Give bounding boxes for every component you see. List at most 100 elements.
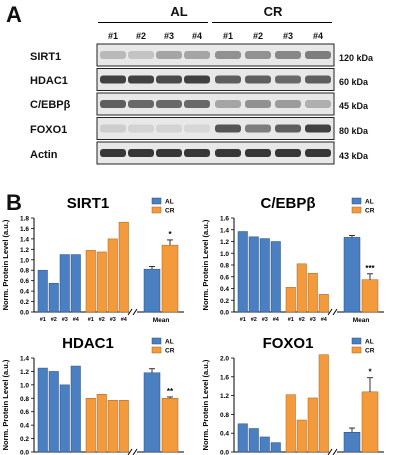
bar-al [37, 269, 48, 313]
blot-band [184, 100, 210, 108]
blot-band [275, 124, 301, 133]
bar-al [70, 254, 81, 313]
blot-band [245, 124, 271, 133]
bar-al [48, 371, 59, 453]
y-tick-label: 0.6 [20, 278, 29, 285]
y-tick-label: 1.6 [220, 216, 229, 223]
blot-band [275, 100, 301, 108]
legend-label-cr: CR [365, 348, 375, 355]
cr-group-bracket [212, 22, 332, 23]
axis-break [132, 448, 138, 455]
y-tick-label: 1.0 [20, 257, 29, 264]
y-tick-label: 0.8 [20, 268, 29, 275]
blot-band [245, 75, 271, 84]
mean-bar-cr [361, 391, 379, 453]
blot-band [184, 75, 210, 84]
y-axis-label: Norm. Protein Level (a.u.) [201, 359, 210, 450]
bar-charts: SIRT1 Norm. Protein Level (a.u.) 0.0 0.2 0.4… [1, 195, 384, 455]
bar-cr [85, 250, 96, 313]
x-tick-label: #3 [110, 317, 116, 323]
blot-band [215, 149, 241, 157]
protein-label: SIRT1 [30, 51, 62, 63]
chart-title: C/EBPβ [261, 195, 316, 212]
protein-label: HDAC1 [30, 75, 68, 87]
blot-band [156, 51, 182, 59]
significance-marker: * [368, 368, 372, 377]
bar-al [237, 231, 248, 313]
legend-label-al: AL [165, 339, 174, 346]
y-tick-label: 0.6 [220, 274, 229, 281]
chart-title: HDAC1 [62, 335, 114, 352]
mean-bar-cr [361, 279, 379, 313]
x-tick-label: #2 [299, 317, 305, 323]
blot-band [128, 149, 154, 157]
y-tick-label: 0.4 [20, 289, 29, 296]
lane-label: #3 [163, 31, 174, 41]
kda-label: 43 kDa [339, 151, 369, 161]
y-tick-label: 0.0 [220, 450, 229, 455]
blot-band [305, 100, 331, 108]
x-tick-label: #1 [240, 317, 246, 323]
group-label-cr: CR [263, 4, 283, 19]
y-tick-label: 1.6 [220, 374, 229, 381]
blot-band [100, 124, 126, 133]
protein-label: FOXO1 [30, 124, 68, 136]
mean-bar-al [143, 268, 161, 313]
bar-al [270, 241, 281, 313]
chart-sirt1: SIRT1 Norm. Protein Level (a.u.) 0.0 0.2 0.4… [1, 195, 184, 324]
legend-label-cr: CR [165, 208, 175, 215]
y-tick-label: 2.0 [220, 356, 229, 363]
bar-cr [107, 238, 118, 313]
bar-cr [296, 263, 307, 313]
blot-band [100, 51, 126, 59]
bar-al [59, 384, 70, 453]
bar-al [270, 442, 281, 453]
axis-break [332, 308, 338, 316]
al-group-bracket [98, 22, 208, 23]
blot-band [128, 100, 154, 108]
bar-al [248, 428, 259, 453]
bar-cr [307, 397, 318, 453]
y-tick-label: 0.8 [220, 412, 229, 419]
x-tick-label: #1 [288, 317, 294, 323]
blot-band [215, 75, 241, 84]
y-axis-label: Norm. Protein Level (a.u.) [1, 219, 10, 310]
panel-a-label: A [6, 2, 22, 27]
bar-cr [296, 419, 307, 453]
bar-cr [318, 294, 329, 313]
blot-band [305, 124, 331, 133]
legend-swatch-cr [351, 346, 362, 354]
y-tick-label: 1.4 [20, 236, 29, 243]
bar-al [259, 238, 270, 313]
lane-label: #1 [107, 31, 118, 41]
y-tick-label: 0.0 [20, 450, 29, 455]
legend-label-al: AL [365, 199, 374, 206]
legend-swatch-al [351, 337, 362, 345]
bar-cr [285, 287, 296, 313]
lane-label: #2 [252, 31, 263, 41]
x-tick-label: #4 [273, 317, 280, 323]
y-tick-label: 0.0 [20, 310, 29, 317]
y-axis-label: Norm. Protein Level (a.u.) [201, 219, 210, 310]
lane-label: #2 [135, 31, 146, 41]
blot-band [184, 124, 210, 133]
y-tick-label: 1.2 [20, 247, 29, 254]
chart-title: FOXO1 [263, 335, 314, 352]
y-tick-label: 0.4 [20, 423, 29, 430]
x-tick-label: #4 [321, 317, 328, 323]
y-tick-label: 0.8 [20, 396, 29, 403]
x-tick-label: #2 [99, 317, 105, 323]
chart-cebp: C/EBPβ Norm. Protein Level (a.u.) 0.0 0.2 0.… [201, 195, 384, 324]
x-tick-label: #1 [88, 317, 94, 323]
y-tick-label: 1.2 [220, 393, 229, 400]
bar-al [248, 236, 259, 313]
blot-band [128, 51, 154, 59]
legend-swatch-al [151, 337, 162, 345]
significance-marker: * [168, 230, 172, 239]
blot-band [100, 75, 126, 84]
x-tick-label: #2 [251, 317, 257, 323]
chart-foxo1: FOXO1 Norm. Protein Level (a.u.) 0.0 0.4 0.8… [201, 335, 384, 455]
legend-label-al: AL [365, 339, 374, 346]
bar-al [237, 423, 248, 453]
group-label-al: AL [170, 4, 188, 19]
